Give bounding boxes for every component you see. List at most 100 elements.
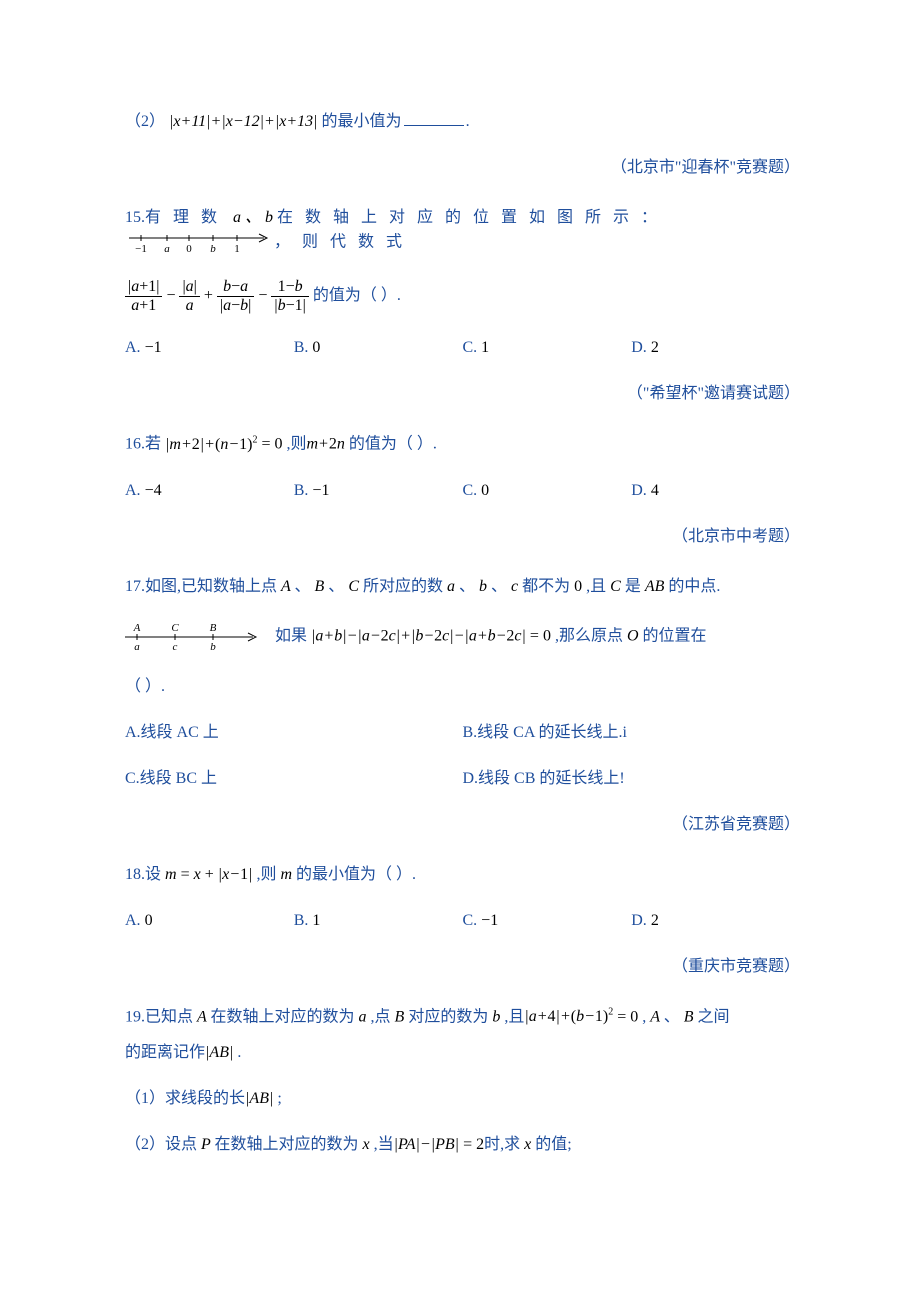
q19-p2-d: 时,求 (484, 1136, 520, 1153)
q15-vars: a 、 b (229, 209, 277, 226)
q19-p2-x: x (520, 1136, 535, 1153)
q17-opt-c[interactable]: C.线段 BC 上 (125, 767, 463, 791)
q16-prefix: 若 (145, 436, 161, 453)
q18-opt-c[interactable]: C. −1 (463, 909, 632, 933)
q15-opt-b[interactable]: B. 0 (294, 336, 463, 360)
q16-source: （北京市中考题） (125, 525, 800, 549)
q17-opt-a[interactable]: A.线段 AC 上 (125, 721, 463, 745)
q17-zero: 0 (570, 578, 586, 595)
q14b-after: . (466, 113, 470, 130)
q15-options: A. −1 B. 0 C. 1 D. 2 (125, 336, 800, 360)
q16-opt-d[interactable]: D. 4 (631, 479, 800, 503)
q15-opt-c[interactable]: C. 1 (463, 336, 632, 360)
q17-opt-d[interactable]: D.线段 CB 的延长线上! (463, 767, 801, 791)
q18-suffix: 的最小值为（ ）. (296, 866, 416, 883)
q18-m: m (276, 866, 296, 883)
q14b-blank[interactable] (404, 125, 464, 126)
q16-opt-c[interactable]: C. 0 (463, 479, 632, 503)
q19-p1: （1）求线段的长|AB| ; (125, 1087, 800, 1111)
q19-t4: 对应的数为 (408, 1008, 488, 1025)
q18-opt-d[interactable]: D. 2 (631, 909, 800, 933)
svg-text:C: C (171, 622, 179, 634)
q16-expr: |m+2|+(n−1)2 (165, 436, 257, 453)
svg-text:b: b (210, 243, 216, 255)
minus-icon: − (166, 287, 179, 304)
q17-t3: 都不为 (522, 578, 570, 595)
svg-text:−1: −1 (135, 243, 147, 255)
q15-opt-a[interactable]: A. −1 (125, 336, 294, 360)
q17-l2c: 的位置在 (643, 627, 707, 644)
q17-c: C (606, 578, 625, 595)
q19-P: P (197, 1136, 214, 1153)
q19-number: 19. (125, 1008, 145, 1025)
q18-opt-b[interactable]: B. 1 (294, 909, 463, 933)
q14b-expr: |x+11|+|x−12|+|x+13| (169, 113, 318, 130)
q16-number: 16. (125, 436, 145, 453)
q15-opt-d[interactable]: D. 2 (631, 336, 800, 360)
q18-expr: m = x + |x−1| (165, 866, 252, 883)
q19-t7: 之间 (698, 1008, 730, 1025)
q17-l2a: 如果 (275, 627, 307, 644)
svg-text:a: a (164, 243, 170, 255)
q18-source: （重庆市竞赛题） (125, 955, 800, 979)
q18-mid: ,则 (256, 866, 276, 883)
q15-line2: |a+1|a+1 − |a|a + b−a|a−b| − 1−b|b−1| 的值… (125, 278, 800, 314)
q15-frac4: 1−b|b−1| (271, 278, 308, 314)
svg-text:B: B (210, 622, 217, 634)
q14b-line: （2） |x+11|+|x−12|+|x+13| 的最小值为. (125, 110, 800, 134)
q17-l2b: ,那么原点 (555, 627, 623, 644)
q19-t3: ,点 (371, 1008, 391, 1025)
q19-t1: 已知点 (145, 1008, 193, 1025)
q19-l2a: 的距离记作 (125, 1044, 205, 1061)
q18-opt-a[interactable]: A. 0 (125, 909, 294, 933)
q19-line2: 的距离记作|AB| . (125, 1041, 800, 1065)
q16-opt-b[interactable]: B. −1 (294, 479, 463, 503)
svg-text:0: 0 (186, 243, 192, 255)
q15-tail: 的值为（ ）. (313, 287, 401, 304)
q18-options: A. 0 B. 1 C. −1 D. 2 (125, 909, 800, 933)
q17-options-row2: C.线段 BC 上 D.线段 CB 的延长线上! (125, 767, 800, 791)
q16-options: A. −4 B. −1 C. 0 D. 4 (125, 479, 800, 503)
q19-A: A (193, 1008, 210, 1025)
q19-p1-expr: |AB| (245, 1090, 273, 1107)
q18-number: 18. (125, 866, 145, 883)
q16-eq: = 0 (257, 436, 282, 453)
q17-options-row1: A.线段 AC 上 B.线段 CA 的延长线上.i (125, 721, 800, 745)
q19-t2: 在数轴上对应的数为 (211, 1008, 355, 1025)
q19-B: B (391, 1008, 409, 1025)
q17-line1: 17.如图,已知数轴上点 A 、 B 、 C 所对应的数 a 、 b 、 c 都… (125, 575, 800, 599)
q19-p1-suffix: ; (273, 1090, 281, 1107)
svg-text:b: b (210, 641, 216, 653)
plus-icon: + (204, 287, 217, 304)
q18-prefix: 设 (145, 866, 161, 883)
q16-line: 16.若 |m+2|+(n−1)2 = 0 ,则m+2n 的值为（ ）. (125, 432, 800, 456)
q17-vars: a 、 b 、 c (443, 578, 522, 595)
q19-x: x (359, 1136, 374, 1153)
q14b-source: （北京市"迎春杯"竞赛题） (125, 156, 800, 180)
q15-frac2: |a|a (179, 278, 199, 314)
q19-p2-expr: |PA|−|PB| = 2 (394, 1136, 484, 1153)
q19-p2-e: 的值; (535, 1136, 571, 1153)
q17-t6: 的中点. (668, 578, 720, 595)
q19-t5: ,且 (504, 1008, 524, 1025)
q15-frac1: |a+1|a+1 (125, 278, 162, 314)
q16-expr2: m+2n (306, 436, 344, 453)
svg-text:1: 1 (234, 243, 240, 255)
q16-opt-a[interactable]: A. −4 (125, 479, 294, 503)
q17-number: 17. (125, 578, 145, 595)
q19-Bv: B (684, 1008, 698, 1025)
q17-paren: （ ）. (125, 675, 800, 699)
svg-text:a: a (134, 641, 140, 653)
q19-eq: = 0 (613, 1008, 638, 1025)
q15-number: 15. (125, 209, 145, 226)
q19-bvar: b (488, 1008, 504, 1025)
q17-expr: |a+b|−|a−2c|+|b−2c|−|a+b−2c| = 0 (311, 627, 551, 644)
q17-t1: 如图,已知数轴上点 (145, 578, 277, 595)
q19-p2: （2）设点 P 在数轴上对应的数为 x ,当|PA|−|PB| = 2时,求 x… (125, 1133, 800, 1157)
q17-number-line: AaCcBb (125, 621, 265, 653)
q19-Av: A (650, 1008, 663, 1025)
q19-p2-c: ,当 (374, 1136, 394, 1153)
q17-opt-b[interactable]: B.线段 CA 的延长线上.i (463, 721, 801, 745)
q16-mid: ,则 (286, 436, 306, 453)
q19-expr: |a+4|+(b−1)2 (524, 1008, 613, 1025)
